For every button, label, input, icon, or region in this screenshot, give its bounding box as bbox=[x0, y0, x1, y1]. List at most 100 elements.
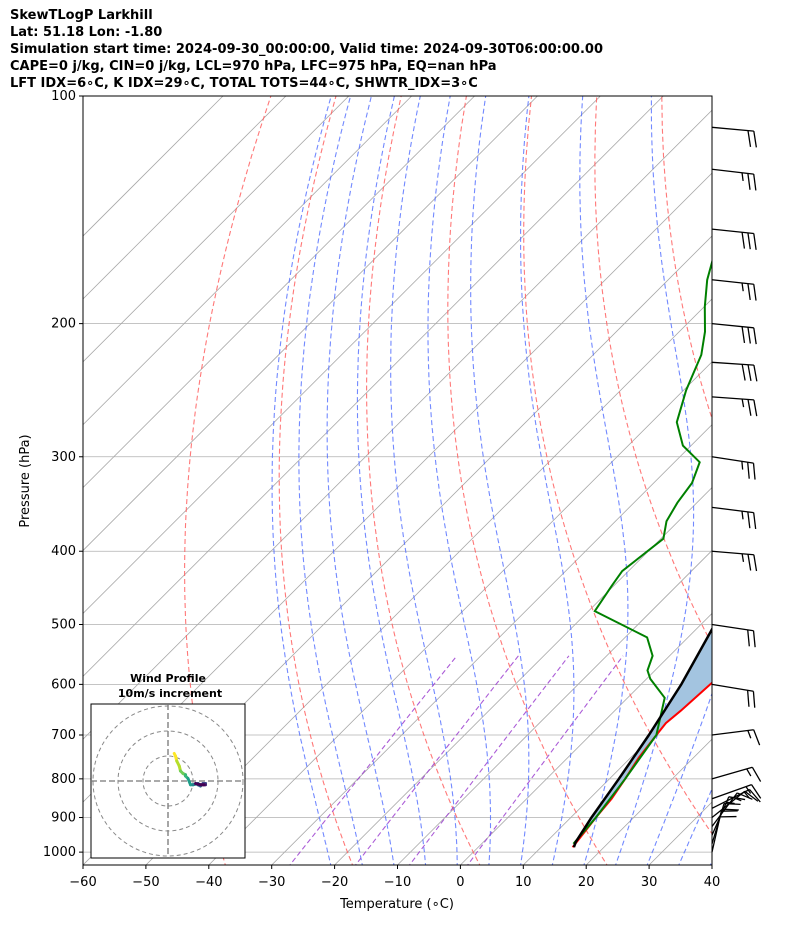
isotherm-line bbox=[334, 487, 712, 865]
barb-feather bbox=[746, 690, 750, 707]
moist-adiabat bbox=[298, 96, 363, 865]
barb-feather bbox=[747, 462, 750, 479]
barb-feather bbox=[753, 399, 758, 417]
barb-shaft bbox=[711, 766, 753, 780]
dry-adiabat bbox=[184, 96, 272, 865]
moist-adiabat bbox=[579, 96, 629, 865]
y-tick-label: 400 bbox=[51, 544, 76, 559]
isotherm-line bbox=[83, 96, 475, 489]
dry-adiabat bbox=[523, 96, 712, 835]
isotherm-line bbox=[83, 96, 224, 237]
mixing-ratio-line bbox=[289, 655, 458, 865]
barb-feather bbox=[751, 784, 762, 799]
x-tick-label: 40 bbox=[704, 875, 721, 890]
dry-adiabat bbox=[594, 96, 712, 646]
hodograph-segment bbox=[194, 782, 202, 787]
mixing-ratio-line bbox=[354, 655, 519, 865]
hodograph-subtitle: 10m/s increment bbox=[118, 687, 222, 700]
wind-barb bbox=[711, 126, 758, 148]
wind-barb bbox=[711, 683, 756, 708]
dry-adiabat bbox=[366, 96, 481, 865]
barb-half-feather bbox=[741, 511, 744, 520]
barb-half-feather bbox=[746, 768, 752, 777]
barb-shaft bbox=[711, 396, 754, 401]
y-tick-label: 900 bbox=[51, 811, 76, 826]
x-tick-label: −50 bbox=[132, 875, 159, 890]
isotherm-line bbox=[585, 738, 712, 865]
barb-shaft bbox=[711, 729, 754, 736]
barb-shaft bbox=[711, 788, 750, 809]
barb-feather bbox=[747, 283, 751, 301]
x-tick-label: −60 bbox=[69, 875, 96, 890]
barb-half-feather bbox=[741, 553, 745, 562]
barb-feather bbox=[753, 174, 757, 191]
moist-adiabat bbox=[615, 96, 695, 865]
moist-adiabat bbox=[271, 96, 332, 865]
isotherm-line bbox=[648, 801, 712, 865]
barb-feather bbox=[753, 554, 758, 572]
isotherm-line bbox=[397, 549, 712, 865]
y-tick-label: 300 bbox=[51, 450, 76, 465]
dry-adiabat bbox=[278, 96, 354, 865]
wind-barb bbox=[711, 729, 761, 746]
wind-barb bbox=[711, 396, 758, 417]
wind-barb bbox=[711, 168, 757, 191]
barb-feather bbox=[753, 284, 757, 301]
cape-fill bbox=[572, 629, 712, 848]
hodograph-ring bbox=[142, 755, 194, 807]
y-axis-label: Pressure (hPa) bbox=[18, 434, 33, 527]
wind-barb bbox=[711, 623, 756, 648]
barb-feather bbox=[752, 691, 756, 708]
stability-line: CAPE=0 j/kg, CIN=0 j/kg, LCL=970 hPa, LF… bbox=[10, 59, 497, 74]
barb-half-feather bbox=[741, 398, 745, 408]
barb-feather bbox=[749, 789, 761, 803]
y-tick-label: 200 bbox=[51, 317, 76, 332]
time-line: Simulation start time: 2024-09-30_00:00:… bbox=[10, 42, 603, 57]
isotherm-line bbox=[271, 424, 712, 865]
barb-feather bbox=[752, 630, 756, 648]
wind-barb bbox=[711, 456, 756, 480]
barb-feather bbox=[753, 233, 757, 250]
y-tick-label: 600 bbox=[51, 677, 76, 692]
barb-feather bbox=[753, 327, 757, 345]
hodograph-plot bbox=[92, 705, 244, 857]
chart-header: SkewTLogP Larkhill Lat: 51.18 Lon: -1.80… bbox=[10, 7, 603, 92]
barb-shaft bbox=[711, 126, 754, 132]
barb-shaft bbox=[711, 361, 754, 366]
barb-half-feather bbox=[741, 461, 744, 470]
wind-barb bbox=[711, 790, 759, 819]
barb-shaft bbox=[711, 506, 754, 514]
hodograph-inset: Wind Profile 10m/s increment bbox=[90, 672, 246, 859]
barb-half-feather bbox=[741, 172, 744, 182]
background-lines bbox=[83, 96, 794, 868]
barb-feather bbox=[751, 766, 762, 782]
moist-adiabat bbox=[427, 96, 492, 865]
x-tick-label: 30 bbox=[641, 875, 658, 890]
hodograph-title: Wind Profile bbox=[130, 672, 206, 685]
barb-feather bbox=[753, 364, 758, 382]
isotherm-line bbox=[460, 612, 712, 865]
isotherm-line bbox=[83, 96, 664, 677]
barb-feather bbox=[747, 511, 751, 529]
x-tick-label: 10 bbox=[515, 875, 532, 890]
barb-shaft bbox=[711, 322, 754, 329]
barb-feather bbox=[747, 554, 752, 571]
series-layer bbox=[571, 258, 712, 848]
isotherm-line bbox=[83, 96, 412, 426]
dry-adiabat bbox=[727, 96, 794, 868]
isotherm-line bbox=[83, 96, 287, 300]
barb-shaft bbox=[711, 168, 754, 175]
wind-barb bbox=[711, 550, 758, 572]
barb-feather bbox=[747, 173, 751, 190]
barb-shaft bbox=[711, 784, 752, 800]
y-tick-label: 100 bbox=[51, 89, 76, 104]
x-tick-label: −10 bbox=[384, 875, 411, 890]
barb-feather bbox=[741, 364, 746, 381]
parcel-line bbox=[572, 626, 712, 848]
wind-barbs bbox=[711, 126, 762, 853]
wind-barb bbox=[711, 788, 761, 809]
moist-adiabat bbox=[326, 96, 395, 865]
mixing-ratio-line bbox=[408, 655, 570, 865]
